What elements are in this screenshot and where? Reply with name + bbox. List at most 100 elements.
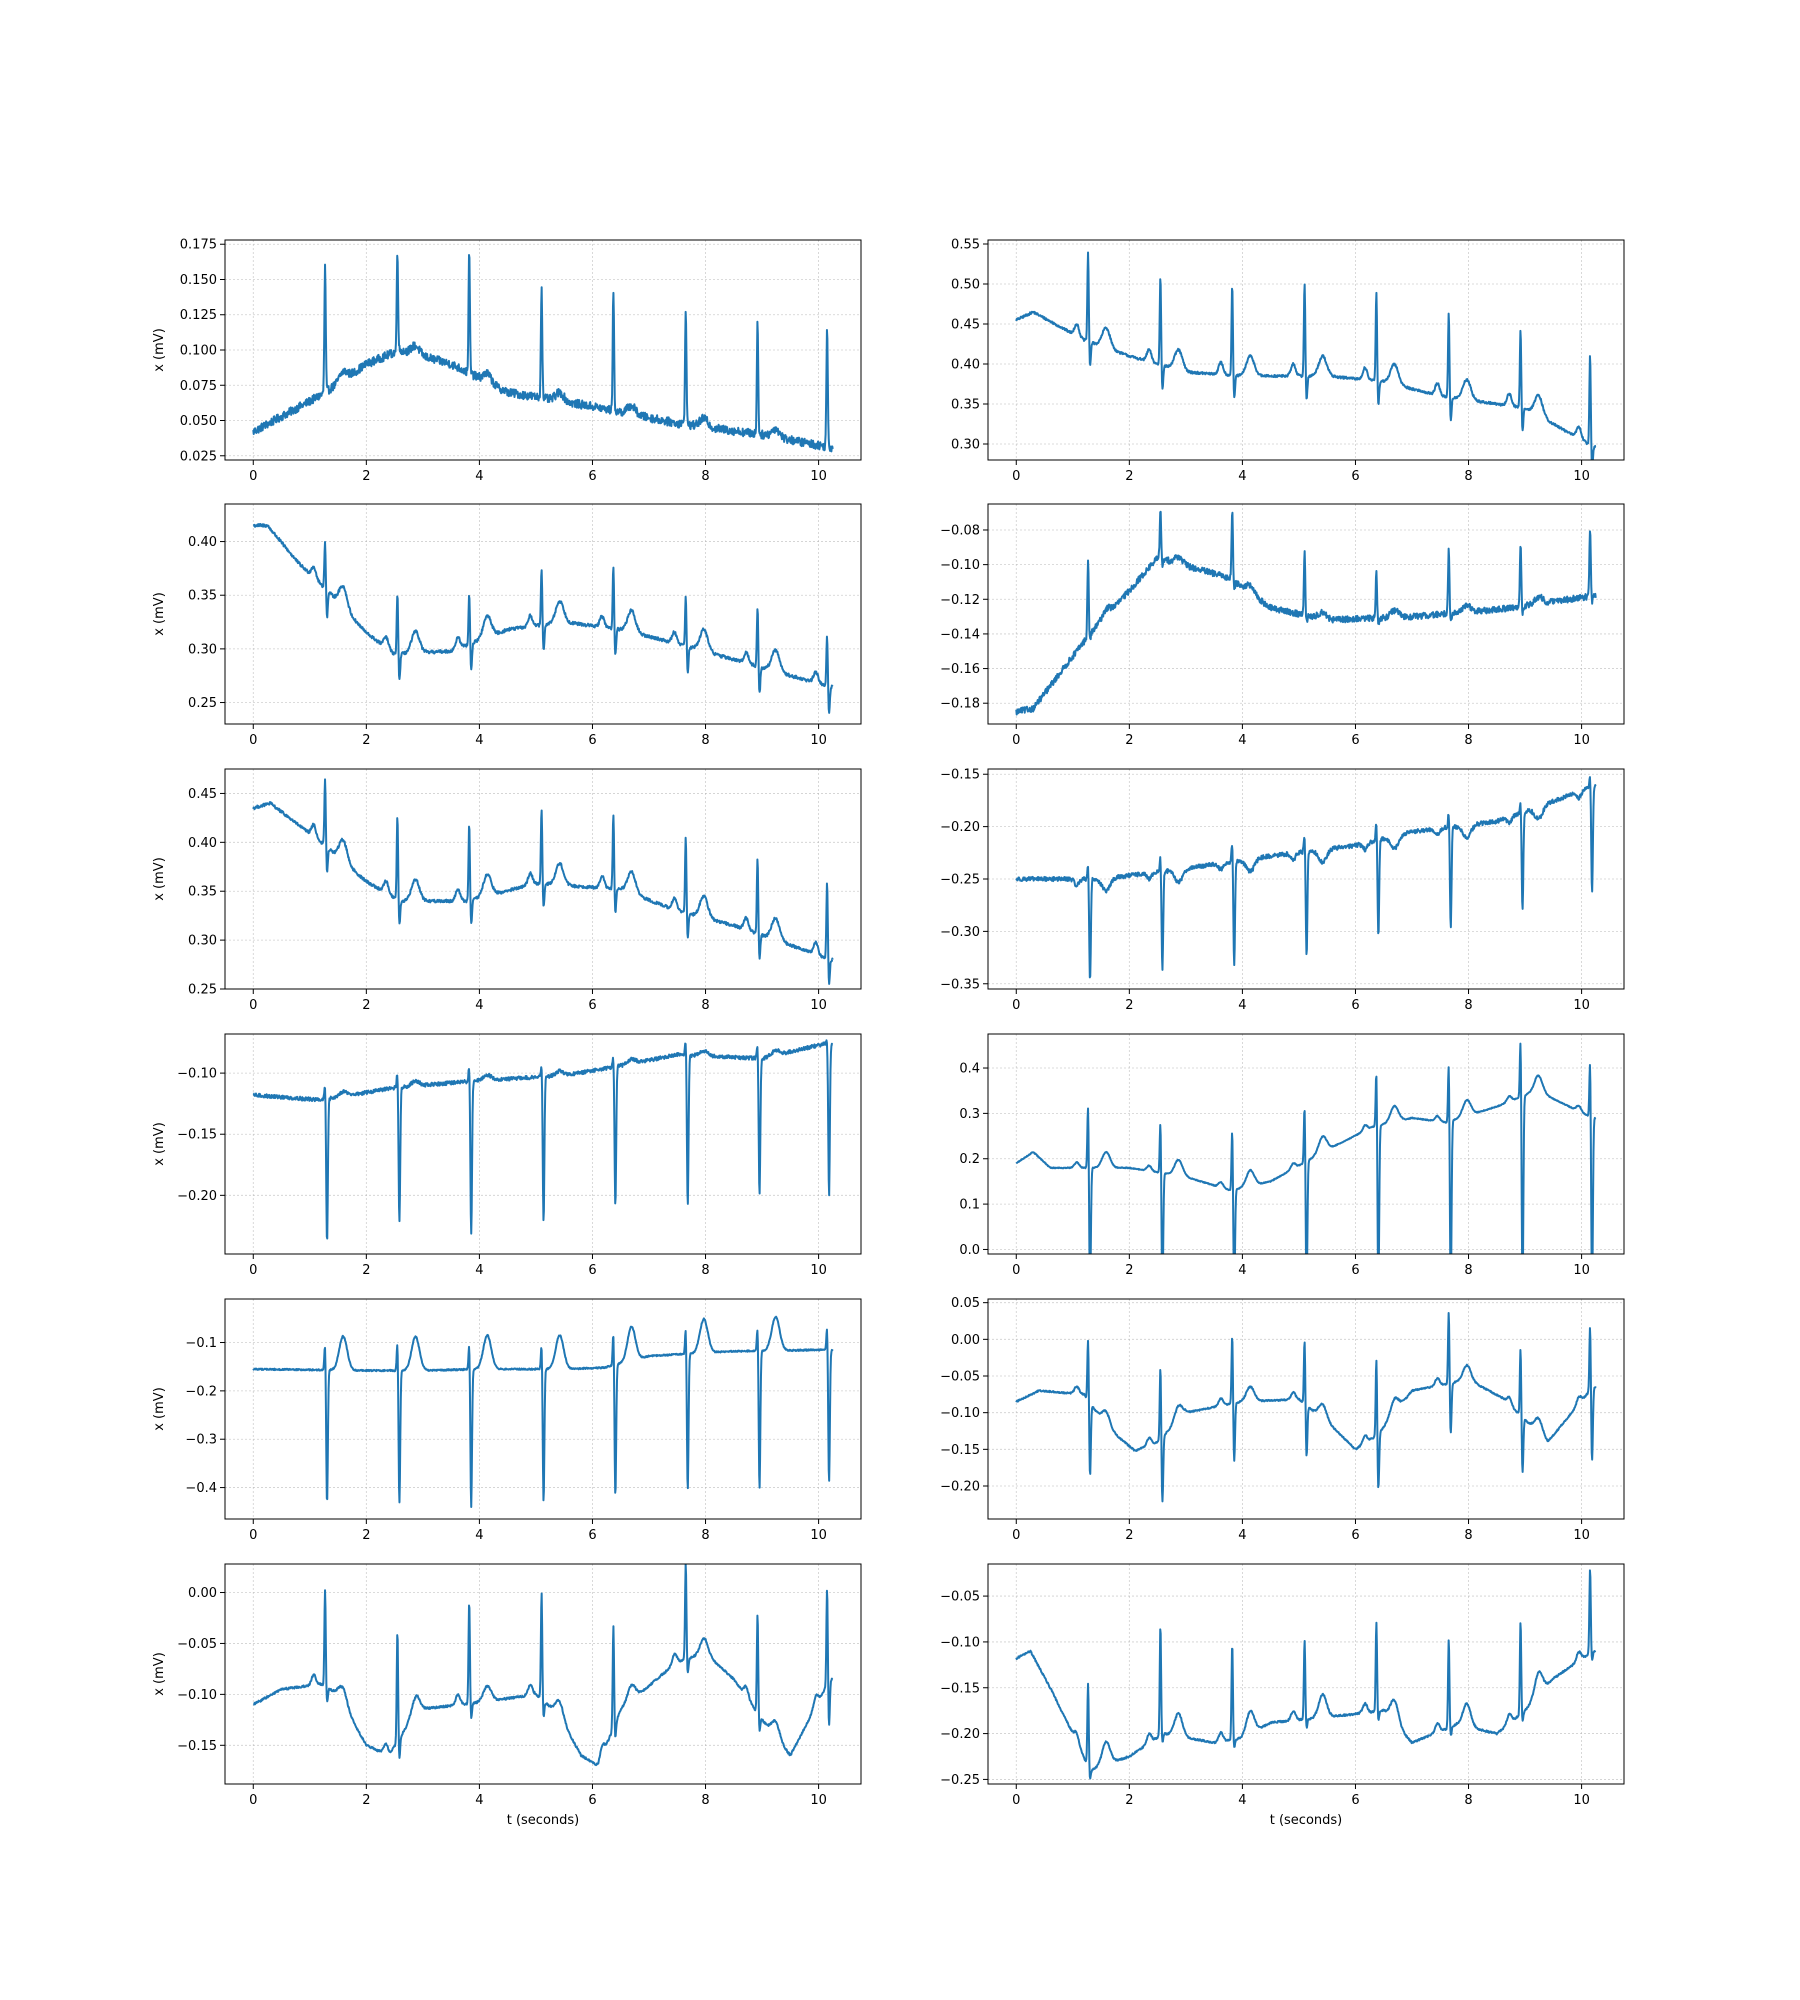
x-tick-label: 0	[1012, 733, 1020, 748]
x-tick-label: 4	[1238, 1528, 1246, 1543]
subplot-r1-c2: 0 2 4 6 8 10 0.30 0.35 0.40 0.45 0.50 0.55	[951, 238, 1625, 484]
x-tick-label: 8	[1464, 1528, 1472, 1543]
y-tick-label: 0.55	[951, 238, 980, 253]
y-tick-label: 0.40	[188, 836, 217, 851]
subplot-r5-c2: 0 2 4 6 8 10 −0.20 −0.15 −0.10 −0.05 0.00 0.05	[940, 1296, 1625, 1543]
x-tick-label: 10	[1573, 998, 1590, 1013]
y-tick-label: −0.18	[940, 697, 980, 712]
x-tick-label: 2	[1125, 733, 1133, 748]
axes-frame	[987, 1563, 1625, 1785]
y-tick-label: −0.10	[177, 1067, 217, 1082]
y-tick-label: 0.125	[180, 308, 217, 323]
y-tick-label: 0.00	[188, 1586, 217, 1601]
x-tick-label: 8	[701, 998, 709, 1013]
y-axis-label: x (mV)	[152, 1122, 167, 1166]
subplot-r3-c1: 0 2 4 6 8 10 0.25 0.30 0.35 0.40 0.45 x (mV)	[152, 768, 862, 1013]
y-tick-label: −0.3	[185, 1433, 217, 1448]
x-tick-label: 4	[475, 1793, 483, 1808]
y-tick-label: −0.35	[940, 977, 980, 992]
x-tick-label: 0	[249, 1528, 257, 1543]
subplot-grid: 0 2 4 6 8 100.0250.0500.0750.1000.1250.1500.1…	[152, 238, 1625, 1828]
ecg-series-line	[1015, 510, 1597, 716]
ecg-series-line	[252, 1039, 834, 1240]
axes-frame	[987, 239, 1625, 461]
x-tick-label: 4	[1238, 998, 1246, 1013]
y-tick-label: −0.4	[185, 1481, 217, 1496]
y-tick-label: −0.15	[177, 1128, 217, 1143]
x-tick-label: 4	[1238, 733, 1246, 748]
x-tick-label: 8	[701, 733, 709, 748]
ecg-series-line	[1015, 1312, 1597, 1503]
x-tick-label: 0	[249, 998, 257, 1013]
y-tick-label: −0.15	[940, 1681, 980, 1696]
y-tick-label: 0.35	[188, 885, 217, 900]
x-tick-label: 0	[1012, 469, 1020, 484]
y-tick-label: 0.2	[959, 1152, 980, 1167]
y-tick-label: −0.20	[940, 1480, 980, 1495]
y-tick-label: −0.15	[940, 1443, 980, 1458]
y-tick-label: −0.14	[940, 627, 980, 642]
ecg-series-line	[1015, 251, 1597, 460]
y-tick-label: 0.1	[959, 1198, 980, 1213]
y-axis-label: x (mV)	[152, 328, 167, 372]
y-tick-label: −0.10	[940, 1406, 980, 1421]
x-tick-label: 6	[588, 998, 596, 1013]
y-axis-label: x (mV)	[152, 857, 167, 901]
y-tick-label: −0.20	[940, 1727, 980, 1742]
subplot-r2-c2: 0 2 4 6 8 10 −0.18 −0.16 −0.14 −0.12 −0.10 −0.08	[940, 503, 1625, 748]
y-tick-label: 0.30	[188, 934, 217, 949]
y-tick-label: −0.05	[177, 1637, 217, 1652]
y-tick-label: −0.08	[940, 523, 980, 538]
x-tick-label: 10	[1573, 733, 1590, 748]
y-tick-label: −0.25	[940, 1773, 980, 1788]
y-tick-label: −0.05	[940, 1370, 980, 1385]
x-tick-label: 6	[588, 1263, 596, 1278]
x-tick-label: 8	[701, 1263, 709, 1278]
x-tick-label: 0	[1012, 1528, 1020, 1543]
x-tick-label: 6	[1351, 1793, 1359, 1808]
axes-frame	[987, 1033, 1625, 1255]
x-tick-label: 10	[810, 469, 827, 484]
x-tick-label: 8	[1464, 1793, 1472, 1808]
y-axis-label: x (mV)	[152, 1387, 167, 1431]
y-tick-label: −0.05	[940, 1590, 980, 1605]
y-tick-label: −0.15	[177, 1739, 217, 1754]
y-tick-label: 0.30	[188, 642, 217, 657]
x-tick-label: 0	[1012, 1793, 1020, 1808]
x-tick-label: 6	[1351, 469, 1359, 484]
y-tick-label: −0.20	[177, 1189, 217, 1204]
subplot-r2-c1: 0 2 4 6 8 10 0.25 0.30 0.35 0.40 x (mV)	[152, 503, 862, 748]
y-tick-label: 0.35	[951, 398, 980, 413]
x-tick-label: 4	[475, 1263, 483, 1278]
x-tick-label: 2	[1125, 1793, 1133, 1808]
y-tick-label: 0.45	[188, 787, 217, 802]
x-tick-label: 10	[1573, 1793, 1590, 1808]
axes-frame	[987, 1298, 1625, 1520]
x-tick-label: 2	[362, 1793, 370, 1808]
y-tick-label: 0.0	[959, 1243, 980, 1258]
y-tick-label: 0.40	[188, 535, 217, 550]
y-tick-label: 0.4	[959, 1062, 980, 1077]
x-tick-label: 8	[1464, 998, 1472, 1013]
x-tick-label: 4	[1238, 1793, 1246, 1808]
ecg-series-line	[252, 1315, 834, 1509]
y-tick-label: 0.075	[180, 379, 217, 394]
x-tick-label: 0	[249, 1263, 257, 1278]
x-tick-label: 0	[249, 733, 257, 748]
x-tick-label: 10	[810, 733, 827, 748]
x-tick-label: 8	[1464, 469, 1472, 484]
x-tick-label: 6	[1351, 998, 1359, 1013]
x-tick-label: 10	[810, 1528, 827, 1543]
y-tick-label: 0.025	[180, 449, 217, 464]
x-tick-label: 6	[1351, 1528, 1359, 1543]
y-tick-label: −0.10	[940, 558, 980, 573]
x-tick-label: 2	[362, 998, 370, 1013]
ecg-series-line	[252, 522, 834, 714]
axes-frame	[987, 503, 1625, 725]
x-tick-label: 8	[1464, 733, 1472, 748]
y-tick-label: −0.12	[940, 593, 980, 608]
y-tick-label: −0.20	[940, 820, 980, 835]
y-axis-label: x (mV)	[152, 1652, 167, 1696]
